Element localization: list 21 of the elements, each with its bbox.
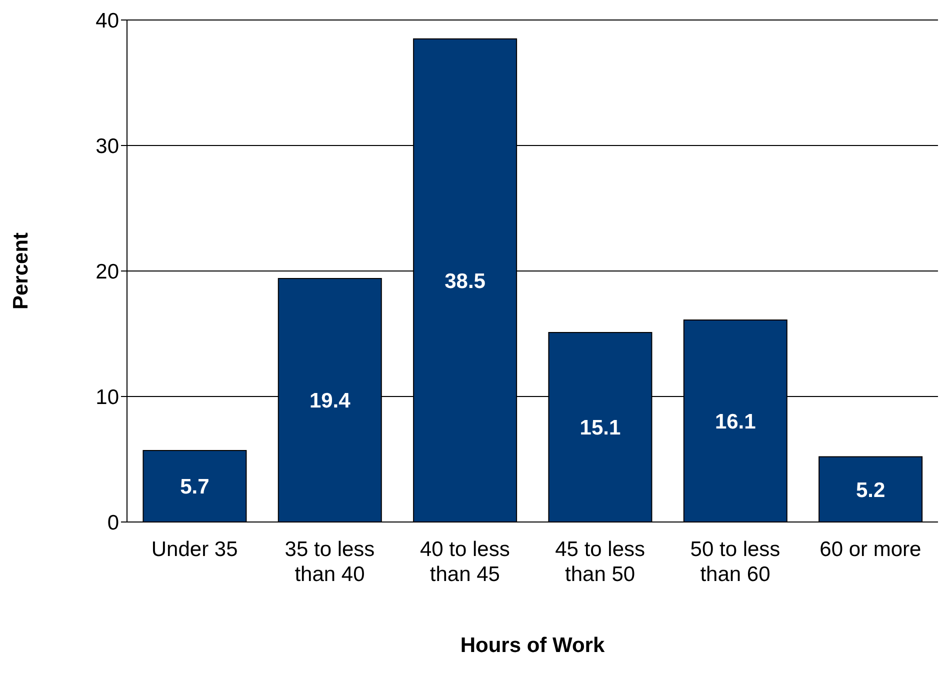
y-tick-label: 0: [107, 511, 119, 534]
data-label: 15.1: [580, 416, 621, 440]
data-label: 5.2: [856, 478, 886, 502]
x-tick-label: Under 35: [151, 538, 238, 561]
bar: [142, 450, 247, 522]
data-label: 16.1: [714, 410, 756, 434]
x-tick-label: 60 or more: [820, 538, 922, 561]
bar: [818, 456, 923, 522]
x-tick-label: 35 to less than 40: [284, 538, 375, 586]
x-tick-label: 50 to less than 60: [690, 538, 780, 586]
y-tick-label: 10: [96, 386, 119, 409]
data-label: 19.4: [309, 390, 351, 413]
y-axis-title: Percent: [9, 232, 32, 310]
y-tick-label: 20: [96, 260, 119, 284]
y-tick-label: 40: [96, 9, 119, 32]
x-tick-label: 40 to less than 45: [420, 538, 510, 586]
data-label: 5.7: [180, 476, 210, 499]
x-tick-label: 45 to less than 50: [555, 538, 646, 586]
data-label: 38.5: [444, 270, 486, 293]
y-tick-label: 30: [96, 134, 119, 158]
x-axis-title: Hours of Work: [460, 634, 605, 657]
